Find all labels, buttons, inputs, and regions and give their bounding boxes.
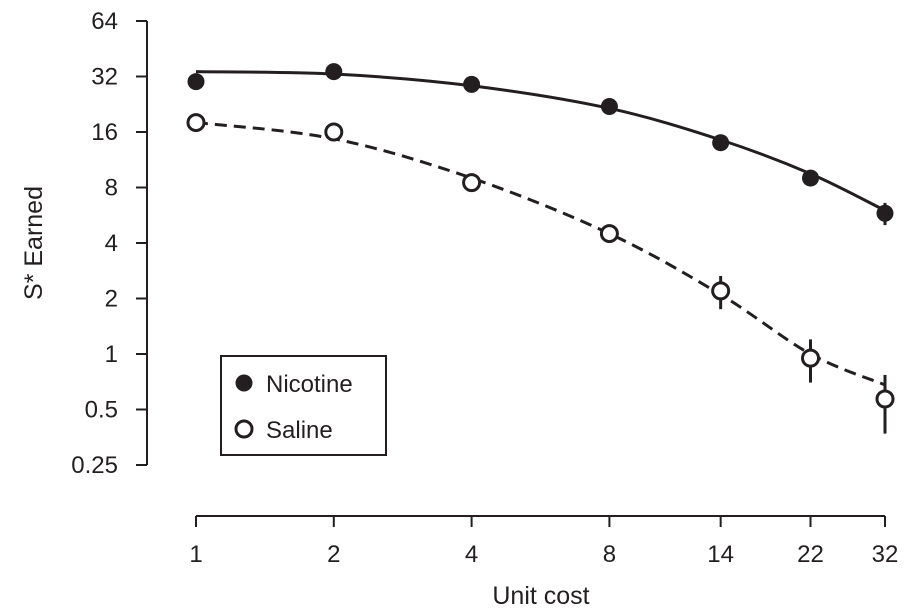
data-point-nicotine xyxy=(802,169,820,187)
y-tick-label: 8 xyxy=(105,175,118,202)
series-line-nicotine xyxy=(195,70,886,212)
data-point-saline xyxy=(711,281,731,301)
data-point-saline xyxy=(462,173,482,193)
x-axis-title: Unit cost xyxy=(492,582,589,610)
y-tick-label: 0.25 xyxy=(71,452,118,479)
legend-box xyxy=(220,355,387,456)
legend-marker-saline xyxy=(234,419,254,439)
y-tick-label: 0.5 xyxy=(85,397,118,424)
legend-label-saline: Saline xyxy=(266,417,333,444)
data-point-saline xyxy=(875,389,895,409)
data-point-nicotine xyxy=(325,63,343,81)
series-nicotine xyxy=(187,63,894,226)
y-tick-label: 32 xyxy=(91,64,118,91)
x-tick-label: 32 xyxy=(872,541,899,568)
y-tick-label: 4 xyxy=(105,230,118,257)
data-point-nicotine xyxy=(187,73,205,91)
data-point-nicotine xyxy=(463,75,481,93)
x-tick-label: 22 xyxy=(797,541,824,568)
legend-label-nicotine: Nicotine xyxy=(266,371,353,398)
y-tick-label: 2 xyxy=(105,286,118,313)
legend: Nicotine Saline xyxy=(220,355,387,456)
x-tick-label: 8 xyxy=(603,541,616,568)
x-tick-label: 4 xyxy=(465,541,478,568)
plot-area xyxy=(186,63,895,434)
legend-marker-nicotine xyxy=(235,374,253,392)
y-tick-label: 64 xyxy=(91,8,118,35)
y-tick-label: 16 xyxy=(91,119,118,146)
data-point-nicotine xyxy=(600,98,618,116)
series-saline xyxy=(186,113,895,434)
y-tick-label: 1 xyxy=(105,341,118,368)
x-tick-label: 1 xyxy=(189,541,202,568)
data-point-saline xyxy=(186,113,206,133)
y-axis: 0.25 0.5 1 2 4 8 16 32 64 xyxy=(71,8,148,479)
y-axis-title: S* Earned xyxy=(20,186,48,300)
x-tick-label: 14 xyxy=(707,541,734,568)
data-point-saline xyxy=(801,348,821,368)
x-tick-label: 2 xyxy=(327,541,340,568)
x-axis: 1 2 4 8 14 22 32 xyxy=(189,515,899,568)
data-point-nicotine xyxy=(712,134,730,152)
data-point-saline xyxy=(324,122,344,142)
data-point-nicotine xyxy=(876,204,894,222)
data-point-saline xyxy=(599,224,619,244)
